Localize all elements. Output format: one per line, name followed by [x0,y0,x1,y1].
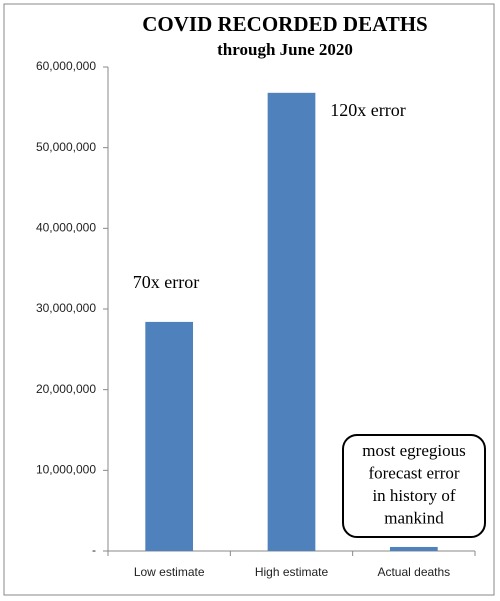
annotation: 120x error [330,100,405,120]
x-tick-label: High estimate [255,565,329,579]
y-tick-label: 50,000,000 [36,140,96,154]
y-tick-label: - [92,543,96,557]
chart-title: COVID RECORDED DEATHS [142,12,427,36]
bar [389,546,438,551]
annotation-box [342,434,486,538]
annotation: forecast error [368,463,459,482]
y-tick-label: 30,000,000 [36,301,96,315]
x-tick-label: Actual deaths [377,565,450,579]
y-tick-label: 40,000,000 [36,221,96,235]
bar [145,321,194,551]
x-tick-label: Low estimate [134,565,205,579]
bar [267,92,316,552]
y-tick-label: 20,000,000 [36,382,96,396]
y-tick-label: 60,000,000 [36,59,96,73]
y-tick-label: 10,000,000 [36,463,96,477]
annotation: 70x error [133,272,199,292]
chart-subtitle: through June 2020 [217,40,353,59]
annotation: mankind [384,508,444,527]
annotation: in history of [372,486,455,505]
annotation: most egregious [362,441,465,460]
